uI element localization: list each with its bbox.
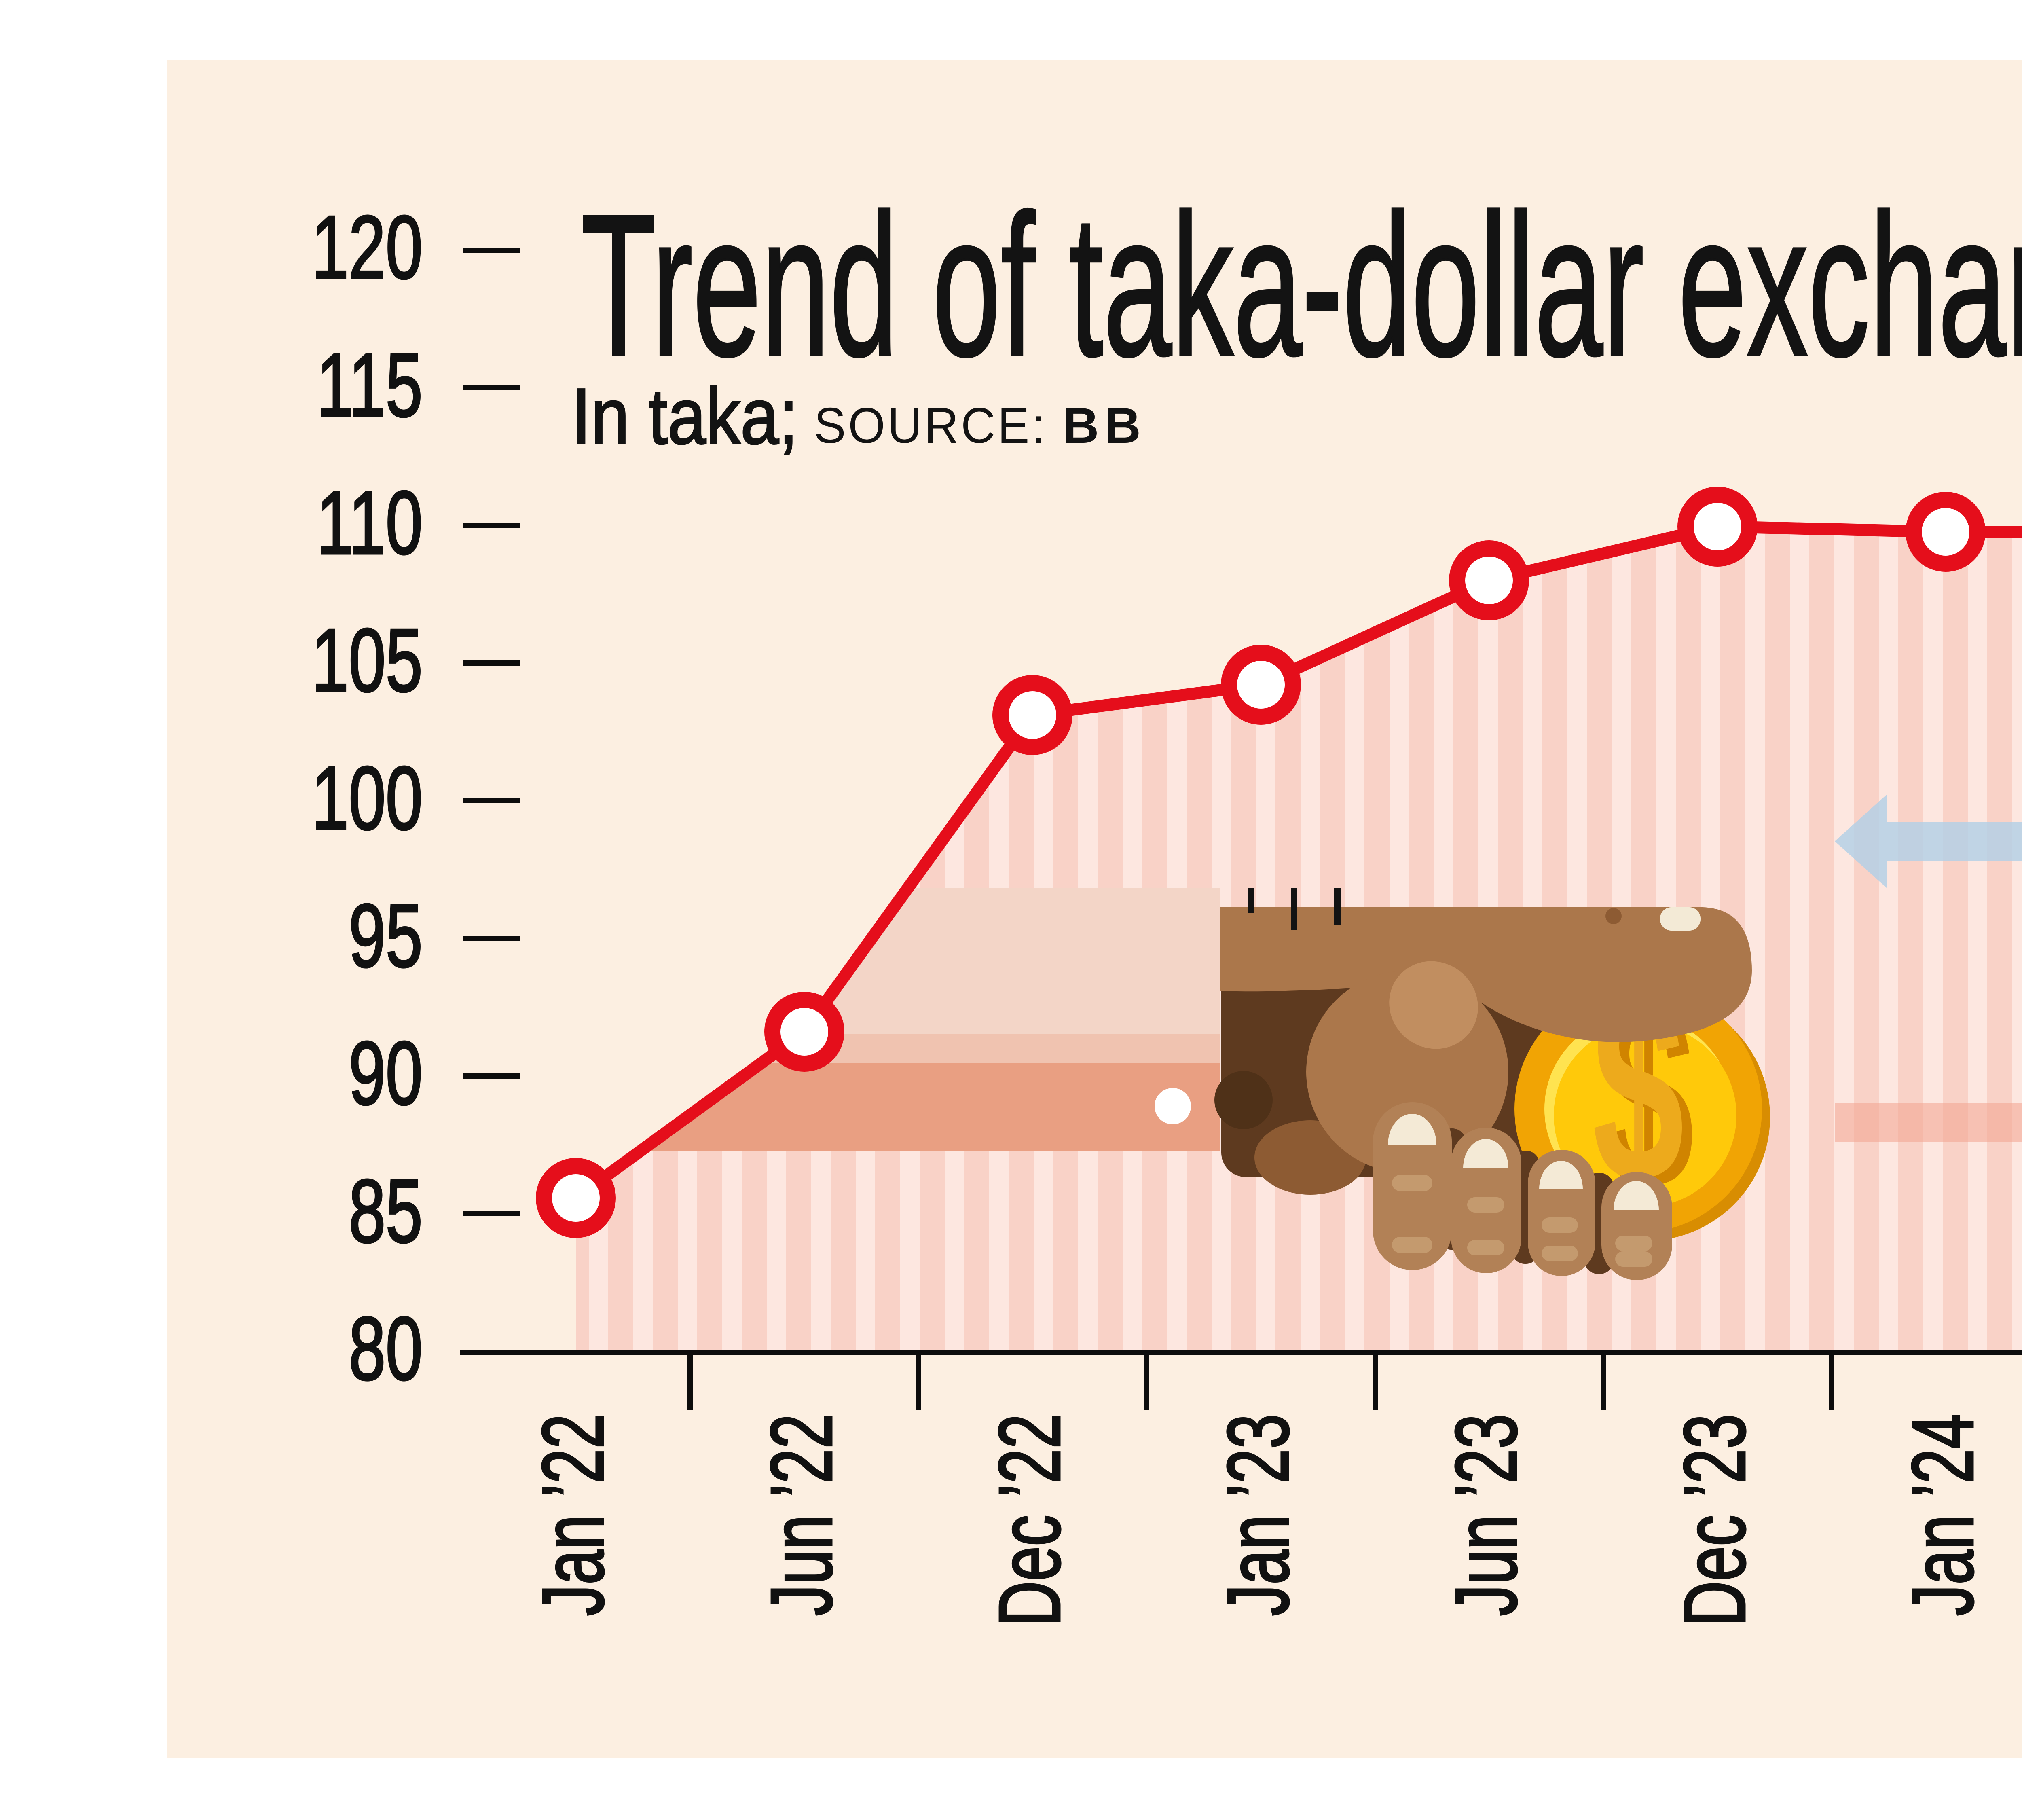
svg-text:120: 120 [312, 197, 423, 298]
svg-text:Jan ’23: Jan ’23 [1209, 1414, 1307, 1616]
svg-text:85: 85 [349, 1161, 423, 1261]
svg-text:Jan ’24: Jan ’24 [1894, 1414, 1991, 1616]
svg-text:Trend of taka-dollar exchange: Trend of taka-dollar exchange rate [581, 172, 2022, 399]
svg-text:Jun ’22: Jun ’22 [753, 1414, 850, 1616]
svg-text:Dec ’23: Dec ’23 [1666, 1414, 1763, 1626]
svg-text:90: 90 [349, 1023, 423, 1124]
svg-text:105: 105 [312, 610, 423, 711]
svg-text:80: 80 [349, 1299, 423, 1399]
svg-text:115: 115 [317, 335, 423, 436]
svg-text:Dec ’22: Dec ’22 [981, 1414, 1078, 1626]
svg-text:In taka;: In taka; [572, 372, 798, 461]
svg-text:100: 100 [312, 748, 423, 849]
svg-text:110: 110 [317, 473, 423, 573]
svg-text:BB: BB [1063, 398, 1146, 454]
svg-text:95: 95 [349, 886, 423, 986]
svg-text:SOURCE:: SOURCE: [814, 398, 1047, 453]
svg-text:Jan ’22: Jan ’22 [524, 1414, 622, 1616]
svg-text:Jun ’23: Jun ’23 [1437, 1414, 1535, 1616]
